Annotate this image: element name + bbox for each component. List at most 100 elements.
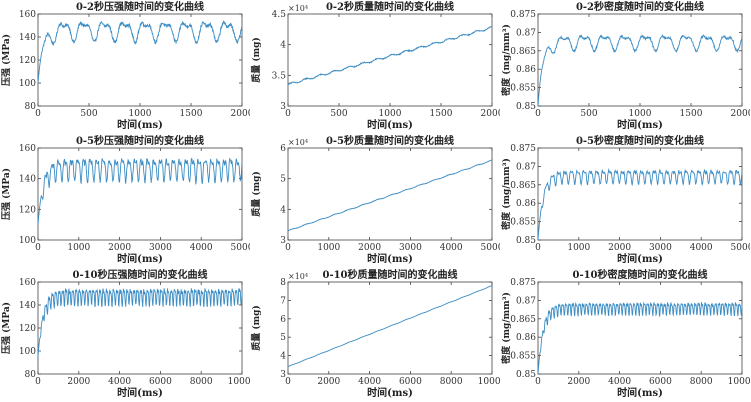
x-axis-label: 时间(ms) [617, 252, 663, 265]
x-tick-label: 0 [35, 109, 41, 119]
y-tick-label: 0.855 [510, 352, 536, 362]
y-axis-label: 密度 (mg/mm³) [500, 292, 512, 365]
y-tick-label: 4 [280, 205, 286, 215]
x-tick-label: 1000 [67, 243, 90, 253]
chart-title: 0-10秒质量随时间的变化曲线 [322, 268, 457, 281]
y-tick-label: 0.87 [516, 162, 536, 172]
y-axis-label: 压强 (MPa) [1, 34, 12, 86]
x-tick-label: 8000 [440, 377, 463, 387]
y-tick-label: 0.875 [510, 144, 536, 154]
y-axis-label: 质量 (mg) [250, 171, 262, 216]
y-tick-label: 0.86 [516, 333, 536, 343]
x-tick-label: 500 [330, 109, 347, 119]
x-tick-label: 1500 [430, 109, 453, 119]
y-tick-label: 80 [25, 370, 37, 380]
y-tick-label: 6 [280, 144, 286, 154]
y-tick-label: 3 [280, 102, 286, 112]
x-tick-label: 1500 [680, 109, 703, 119]
x-tick-label: 2000 [317, 377, 340, 387]
x-tick-label: 4000 [108, 377, 131, 387]
x-tick-label: 4000 [440, 243, 463, 253]
y-tick-label: 0.87 [516, 28, 536, 38]
y-tick-label: 100 [19, 347, 36, 357]
y-tick-label: 3 [280, 370, 286, 380]
chart-svg-p02: 0-2秒压强随时间的变化曲线 0 500 1000 1500 2000 80 100 120 14… [1, 0, 250, 131]
x-tick-label: 0 [285, 377, 291, 387]
plot-frame [287, 13, 493, 107]
series-line [537, 301, 743, 375]
y-tick-label: 100 [19, 236, 36, 246]
series-line [537, 168, 743, 241]
axis-exponent-label: ×10⁴ [288, 138, 308, 147]
series-line [37, 287, 243, 357]
x-tick-label: 0 [535, 377, 541, 387]
chart-panel-p02: 0-2秒压强随时间的变化曲线 0 500 1000 1500 2000 80 100 120 14… [0, 0, 250, 134]
axis-exponent-label: ×10⁴ [288, 272, 308, 281]
y-tick-label: 140 [19, 33, 36, 43]
x-axis-label: 时间(ms) [117, 386, 163, 399]
y-tick-label: 0.86 [516, 199, 536, 209]
x-tick-label: 0 [535, 109, 541, 119]
x-tick-label: 1000 [379, 109, 402, 119]
series-line [37, 157, 243, 225]
y-tick-label: 5 [280, 333, 286, 343]
series-line [37, 19, 243, 84]
y-tick-label: 4.5 [272, 10, 287, 20]
x-tick-label: 2000 [358, 243, 381, 253]
plot-frame [37, 147, 243, 241]
chart-svg-d02: 0-2秒密度随时间的变化曲线 0 500 1000 1500 2000 0.85 0.855 0… [500, 0, 750, 131]
y-tick-label: 0.85 [516, 102, 536, 112]
y-tick-label: 160 [19, 278, 36, 288]
x-tick-label: 4000 [690, 243, 713, 253]
x-tick-label: 500 [80, 109, 97, 119]
y-tick-label: 100 [19, 79, 36, 89]
x-tick-label: 0 [285, 243, 291, 253]
chart-title: 0-5秒密度随时间的变化曲线 [576, 134, 704, 147]
series-line [287, 159, 493, 232]
x-tick-label: 6000 [149, 377, 172, 387]
x-tick-label: 3000 [399, 243, 422, 253]
y-tick-label: 120 [19, 56, 36, 66]
y-axis-label: 密度 (mg/mm³) [500, 158, 512, 231]
y-tick-label: 0.865 [510, 47, 536, 57]
x-tick-label: 4000 [190, 243, 213, 253]
x-tick-label: 1000 [629, 109, 652, 119]
y-tick-label: 0.86 [516, 65, 536, 75]
x-tick-label: 1500 [180, 109, 203, 119]
y-axis-label: 质量 (mg) [250, 305, 262, 350]
y-tick-label: 4 [280, 352, 286, 362]
plot-frame [537, 281, 743, 375]
chart-title: 0-2秒压强随时间的变化曲线 [76, 0, 204, 13]
y-tick-label: 120 [19, 205, 36, 215]
x-tick-label: 0 [535, 243, 541, 253]
x-axis-label: 时间(ms) [367, 386, 413, 399]
x-tick-label: 2000 [108, 243, 131, 253]
y-tick-label: 0.875 [510, 10, 536, 20]
series-line [287, 285, 493, 367]
y-tick-label: 3.5 [272, 71, 287, 81]
y-tick-label: 0.865 [510, 181, 536, 191]
x-tick-label: 8000 [190, 377, 213, 387]
y-tick-label: 160 [19, 144, 36, 154]
y-tick-label: 0.85 [516, 370, 536, 380]
plot-frame [537, 147, 743, 241]
y-tick-label: 0.875 [510, 278, 536, 288]
x-axis-label: 时间(ms) [617, 386, 663, 399]
x-tick-label: 2000 [231, 109, 250, 119]
y-axis-label: 压强 (MPa) [1, 302, 12, 354]
x-axis-label: 时间(ms) [367, 252, 413, 265]
x-tick-label: 0 [35, 377, 41, 387]
x-tick-label: 6000 [399, 377, 422, 387]
y-tick-label: 140 [19, 175, 36, 185]
